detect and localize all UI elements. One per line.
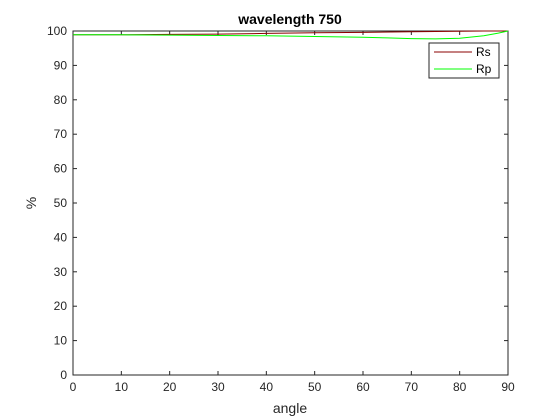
y-tick-label: 60	[54, 162, 68, 176]
y-tick-label: 70	[54, 127, 68, 141]
series-lines	[73, 30, 509, 40]
x-tick-label: 40	[260, 380, 274, 394]
x-tick-label: 20	[163, 380, 177, 394]
legend: Rs Rp	[428, 42, 500, 79]
plot-area	[72, 30, 509, 376]
y-tick-label: 50	[54, 196, 68, 210]
chart-title: wavelength 750	[237, 11, 342, 27]
x-axis-ticks: 0 10 20 30 40 50 60 70 80 90	[70, 31, 515, 394]
x-tick-label: 70	[405, 380, 419, 394]
legend-label-rs: Rs	[476, 45, 491, 59]
x-tick-label: 50	[308, 380, 322, 394]
y-tick-label: 0	[60, 368, 67, 382]
legend-box	[428, 42, 500, 79]
x-tick-label: 90	[501, 380, 515, 394]
y-tick-label: 100	[47, 24, 67, 38]
y-axis-label: %	[23, 197, 39, 209]
y-tick-label: 20	[54, 299, 68, 313]
x-tick-label: 60	[356, 380, 370, 394]
y-tick-label: 10	[54, 334, 68, 348]
y-tick-label: 30	[54, 265, 68, 279]
series-line-rp	[73, 30, 509, 40]
y-axis-ticks: 0 10 20 30 40 50 60 70 80 90 100	[47, 24, 508, 382]
x-tick-label: 30	[211, 380, 225, 394]
y-tick-label: 40	[54, 230, 68, 244]
x-tick-label: 10	[115, 380, 129, 394]
x-tick-label: 80	[453, 380, 467, 394]
x-tick-label: 0	[70, 380, 77, 394]
y-tick-label: 80	[54, 93, 68, 107]
y-tick-label: 90	[54, 58, 68, 72]
legend-label-rp: Rp	[476, 62, 492, 76]
x-axis-label: angle	[273, 400, 307, 416]
